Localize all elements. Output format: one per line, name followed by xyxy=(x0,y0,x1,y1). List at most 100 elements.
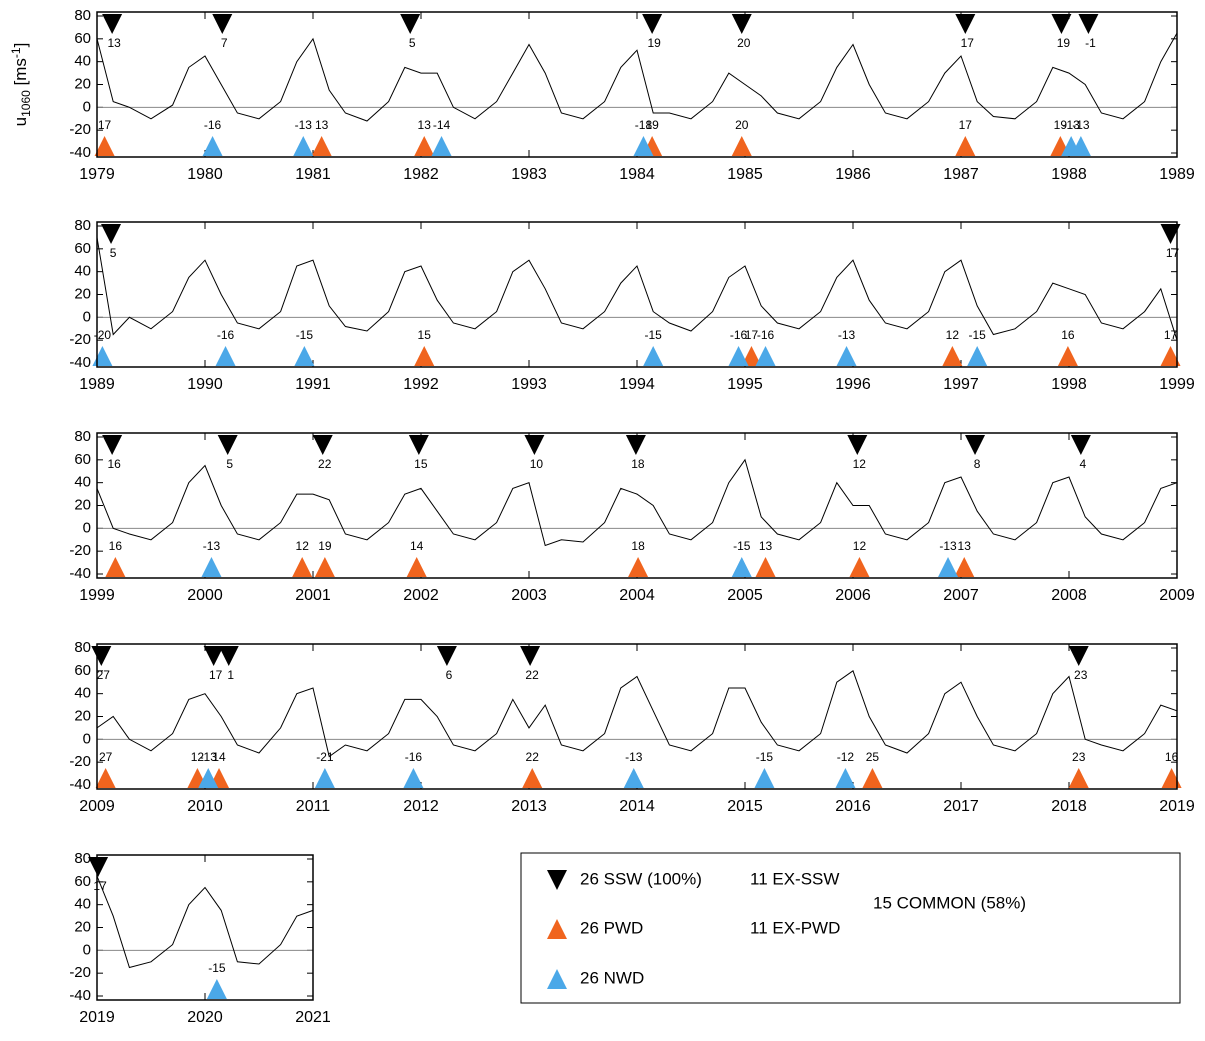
y-tick-label: 20 xyxy=(74,75,91,92)
x-tick-label: 2016 xyxy=(835,798,871,815)
wd-marker xyxy=(198,768,219,788)
y-tick-label: 80 xyxy=(74,639,91,656)
wd-label: -13 xyxy=(625,750,643,764)
y-tick-label: 80 xyxy=(74,7,91,24)
x-tick-label: 1984 xyxy=(619,166,655,183)
wd-label: 22 xyxy=(526,750,540,764)
ssw-label: 23 xyxy=(1074,668,1088,682)
wd-label: -15 xyxy=(733,539,751,553)
wd-label: 13 xyxy=(418,118,432,132)
ssw-label: 22 xyxy=(525,668,539,682)
wd-label: 19 xyxy=(318,539,332,553)
ssw-label: 15 xyxy=(414,457,428,471)
x-tick-label: 2020 xyxy=(187,1009,223,1026)
ssw-marker xyxy=(312,435,333,455)
ssw-label: 6 xyxy=(446,668,453,682)
wd-label: -12 xyxy=(837,750,855,764)
y-tick-label: 60 xyxy=(74,451,91,468)
ssw-marker xyxy=(436,646,457,666)
y-tick-label: 20 xyxy=(74,707,91,724)
wd-label: 25 xyxy=(866,750,880,764)
legend-ex-ssw: 11 EX-SSW xyxy=(750,869,839,888)
wd-label: -13 xyxy=(939,539,957,553)
ssw-label: 17 xyxy=(1166,246,1180,260)
ssw-label: 17 xyxy=(93,879,107,893)
y-axis-label-part: [ms xyxy=(11,58,30,90)
x-tick-label: 1982 xyxy=(403,166,439,183)
x-tick-label: 1994 xyxy=(619,376,655,393)
x-tick-label: 1983 xyxy=(511,166,547,183)
wd-label: -15 xyxy=(969,328,987,342)
legend-nwd-marker xyxy=(547,969,567,989)
ssw-label: 1 xyxy=(227,668,234,682)
y-tick-label: -20 xyxy=(69,542,91,559)
wd-marker xyxy=(623,768,644,788)
wd-label: 16 xyxy=(109,539,123,553)
x-tick-label: 2008 xyxy=(1051,587,1087,604)
wd-marker xyxy=(755,346,776,366)
wd-label: 27 xyxy=(99,750,113,764)
wd-label: 13 xyxy=(315,118,329,132)
plot-frame xyxy=(96,11,1178,158)
x-tick-label: 1981 xyxy=(295,166,331,183)
x-tick-label: 2012 xyxy=(403,798,439,815)
wd-marker xyxy=(633,136,654,156)
y-tick-label: 20 xyxy=(74,496,91,513)
wd-marker xyxy=(741,346,762,366)
wd-marker xyxy=(755,557,776,577)
x-tick-label: 2000 xyxy=(187,587,223,604)
y-tick-label: 60 xyxy=(74,662,91,679)
plot-frame xyxy=(96,432,1178,579)
wd-label: -16 xyxy=(405,750,423,764)
wd-marker xyxy=(954,557,975,577)
x-tick-label: 2009 xyxy=(79,798,115,815)
y-tick-label: 60 xyxy=(74,30,91,47)
wd-label: 12 xyxy=(853,539,867,553)
y-tick-label: 60 xyxy=(74,240,91,257)
wd-label: 12 xyxy=(296,539,310,553)
x-tick-label: 2017 xyxy=(943,798,979,815)
legend-ssw: 26 SSW (100%) xyxy=(580,869,702,888)
wd-label: -16 xyxy=(217,328,235,342)
ssw-marker xyxy=(88,857,109,877)
wd-label: 17 xyxy=(745,328,759,342)
y-tick-label: -40 xyxy=(69,987,91,1004)
ssw-marker xyxy=(212,14,233,34)
ssw-label: 16 xyxy=(107,457,121,471)
wd-marker xyxy=(731,136,752,156)
x-tick-label: 1989 xyxy=(79,376,115,393)
wd-marker xyxy=(311,136,332,156)
wd-marker xyxy=(938,557,959,577)
wd-label: -13 xyxy=(203,539,221,553)
y-axis-label-part: 1060 xyxy=(19,90,33,117)
ssw-label: 7 xyxy=(221,36,228,50)
ssw-label: -1 xyxy=(1085,36,1096,50)
ssw-marker xyxy=(520,646,541,666)
x-tick-label: 2005 xyxy=(727,587,763,604)
y-tick-label: -20 xyxy=(69,964,91,981)
x-tick-label: 2014 xyxy=(619,798,655,815)
ssw-marker xyxy=(400,14,421,34)
x-tick-label: 2019 xyxy=(79,1009,115,1026)
wd-label: -14 xyxy=(433,118,451,132)
wd-label: -20 xyxy=(94,328,112,342)
ssw-marker xyxy=(91,646,112,666)
plot-frame xyxy=(96,643,1178,790)
wd-label: -15 xyxy=(756,750,774,764)
legend-pwd-marker xyxy=(547,919,567,939)
x-tick-label: 2003 xyxy=(511,587,547,604)
wd-marker xyxy=(314,557,335,577)
ssw-marker xyxy=(847,435,868,455)
ssw-label: 18 xyxy=(631,457,645,471)
wd-marker xyxy=(293,136,314,156)
y-tick-label: 40 xyxy=(74,896,91,913)
y-tick-label: 40 xyxy=(74,474,91,491)
ssw-label: 4 xyxy=(1080,457,1087,471)
ssw-marker xyxy=(1160,224,1181,244)
legend-box xyxy=(520,852,1181,1004)
wd-marker xyxy=(754,768,775,788)
wd-marker xyxy=(201,557,222,577)
plot-frame xyxy=(96,854,314,1001)
x-tick-label: 2001 xyxy=(295,587,331,604)
wd-label: -13 xyxy=(1072,118,1090,132)
